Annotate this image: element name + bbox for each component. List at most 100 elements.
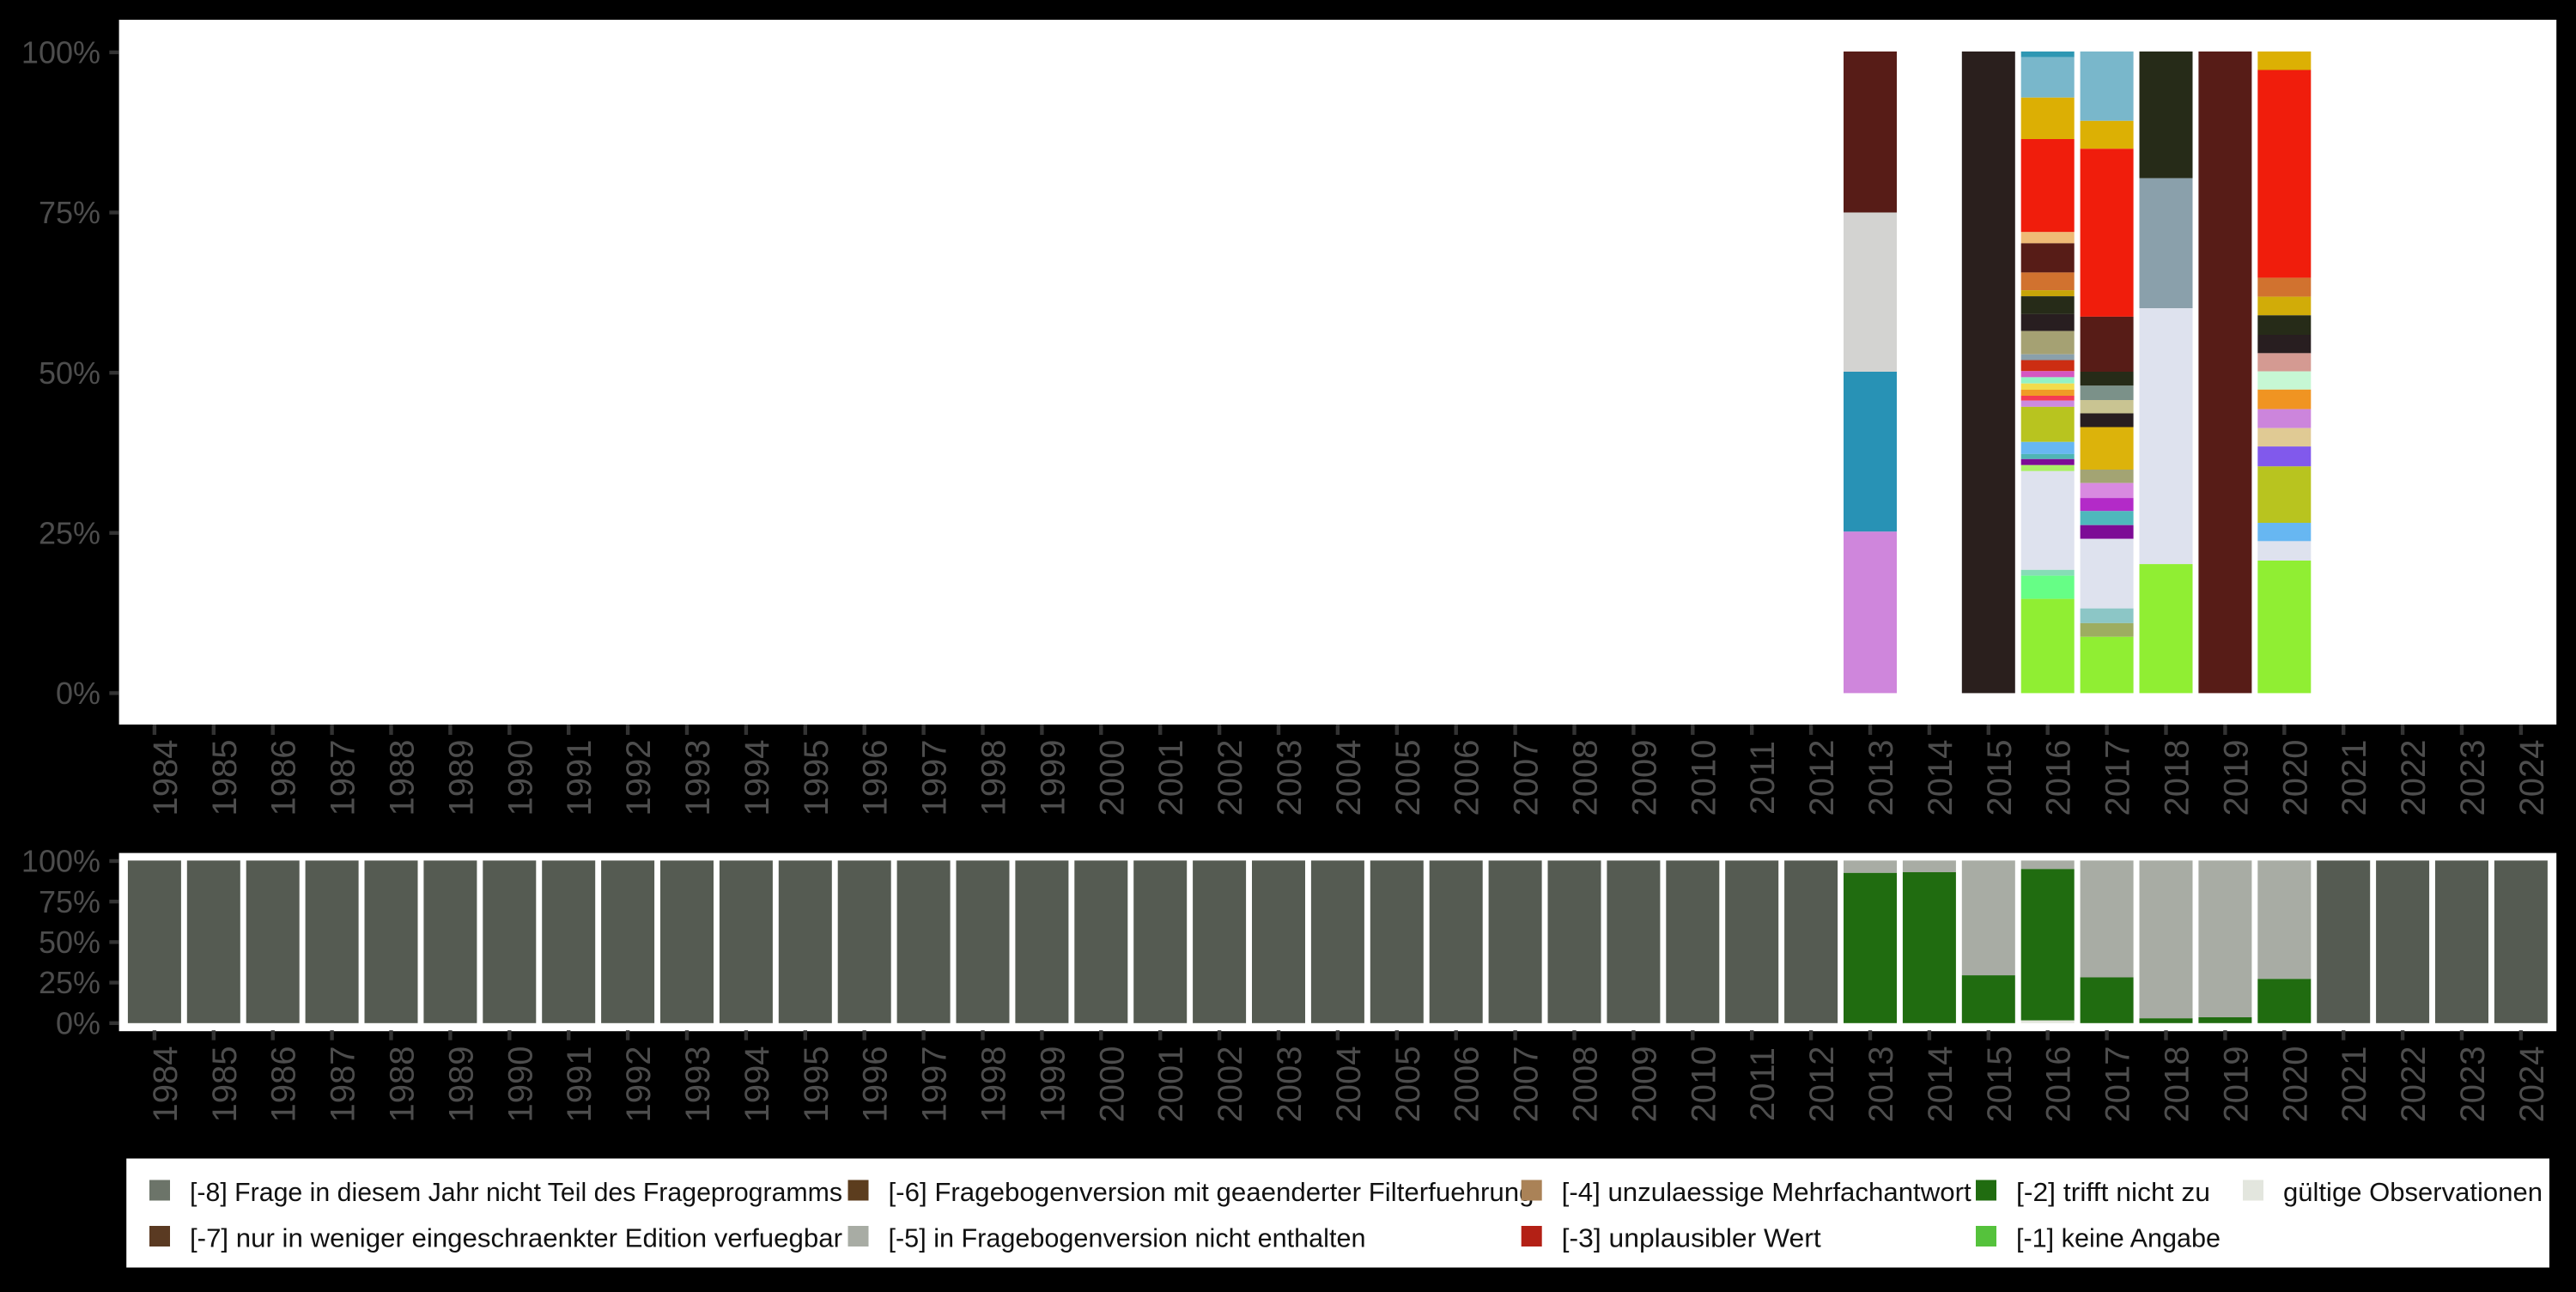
svg-text:1998: 1998	[975, 1046, 1013, 1123]
svg-text:1987: 1987	[325, 740, 362, 816]
svg-text:2000: 2000	[1093, 1046, 1131, 1123]
svg-text:2001: 2001	[1152, 740, 1190, 816]
svg-text:2022: 2022	[2395, 740, 2433, 816]
svg-text:1995: 1995	[798, 740, 835, 816]
svg-text:2024: 2024	[2513, 1046, 2551, 1123]
svg-text:2018: 2018	[2159, 740, 2196, 816]
svg-text:2020: 2020	[2276, 740, 2314, 816]
svg-text:1991: 1991	[561, 740, 598, 816]
svg-text:2007: 2007	[1508, 740, 1546, 816]
svg-text:1992: 1992	[620, 1046, 658, 1123]
svg-text:2007: 2007	[1508, 1046, 1546, 1123]
svg-text:1998: 1998	[975, 740, 1013, 816]
svg-text:1997: 1997	[916, 740, 954, 816]
svg-text:1988: 1988	[384, 1046, 422, 1123]
svg-text:2011: 2011	[1744, 741, 1782, 815]
svg-text:50%: 50%	[39, 925, 100, 960]
svg-text:2022: 2022	[2395, 1046, 2433, 1123]
svg-text:2005: 2005	[1389, 740, 1427, 816]
svg-text:1993: 1993	[679, 1046, 717, 1123]
svg-text:2010: 2010	[1685, 740, 1722, 816]
svg-text:75%: 75%	[39, 195, 100, 230]
svg-text:2010: 2010	[1685, 1046, 1722, 1123]
svg-text:2014: 2014	[1922, 1046, 1959, 1123]
svg-text:1996: 1996	[857, 740, 895, 816]
svg-text:2014: 2014	[1922, 740, 1959, 816]
svg-text:2009: 2009	[1625, 740, 1663, 816]
svg-text:[-2] trifft nicht zu: [-2] trifft nicht zu	[2016, 1177, 2210, 1207]
svg-text:2016: 2016	[2040, 740, 2078, 816]
svg-text:2016: 2016	[2040, 1046, 2078, 1123]
svg-text:[-4] unzulaessige Mehrfachantw: [-4] unzulaessige Mehrfachantwort	[1562, 1177, 1971, 1207]
svg-text:2008: 2008	[1567, 740, 1605, 816]
svg-text:[-1] keine Angabe: [-1] keine Angabe	[2016, 1223, 2221, 1253]
svg-text:2003: 2003	[1271, 1046, 1309, 1123]
svg-text:2004: 2004	[1330, 1046, 1368, 1123]
svg-text:1987: 1987	[325, 1046, 362, 1123]
svg-text:1985: 1985	[206, 740, 244, 816]
svg-text:1996: 1996	[857, 1046, 895, 1123]
svg-text:2003: 2003	[1271, 740, 1309, 816]
svg-text:75%: 75%	[39, 884, 100, 919]
svg-text:1999: 1999	[1034, 1046, 1072, 1123]
svg-text:2005: 2005	[1389, 1046, 1427, 1123]
svg-text:1984: 1984	[147, 1046, 185, 1123]
svg-text:2006: 2006	[1449, 1046, 1486, 1123]
svg-text:25%: 25%	[39, 965, 100, 1000]
svg-text:1984: 1984	[147, 740, 185, 816]
svg-text:2004: 2004	[1330, 740, 1368, 816]
svg-text:2009: 2009	[1625, 1046, 1663, 1123]
svg-text:1995: 1995	[798, 1046, 835, 1123]
svg-text:1993: 1993	[679, 740, 717, 816]
svg-text:1988: 1988	[384, 740, 422, 816]
svg-text:0%: 0%	[56, 676, 100, 711]
svg-text:2013: 2013	[1862, 1046, 1900, 1123]
svg-text:2024: 2024	[2513, 740, 2551, 816]
svg-text:50%: 50%	[39, 355, 100, 391]
svg-text:2011: 2011	[1744, 1047, 1782, 1121]
svg-text:2017: 2017	[2099, 740, 2137, 816]
svg-text:2017: 2017	[2099, 1046, 2137, 1123]
svg-text:2002: 2002	[1212, 740, 1249, 816]
svg-text:1997: 1997	[916, 1046, 954, 1123]
svg-text:1990: 1990	[501, 740, 539, 816]
svg-text:1986: 1986	[265, 740, 303, 816]
svg-text:2015: 2015	[1981, 740, 2019, 816]
svg-text:1985: 1985	[206, 1046, 244, 1123]
svg-text:1999: 1999	[1034, 740, 1072, 816]
svg-text:2015: 2015	[1981, 1046, 2019, 1123]
svg-text:2012: 2012	[1803, 1046, 1841, 1123]
svg-text:2008: 2008	[1567, 1046, 1605, 1123]
svg-text:2013: 2013	[1862, 740, 1900, 816]
svg-text:25%: 25%	[39, 515, 100, 550]
svg-text:2000: 2000	[1093, 740, 1131, 816]
svg-text:[-5] in Fragebogenversion nich: [-5] in Fragebogenversion nicht enthalte…	[889, 1223, 1366, 1253]
svg-text:2012: 2012	[1803, 740, 1841, 816]
svg-text:100%: 100%	[21, 844, 100, 879]
svg-text:2006: 2006	[1449, 740, 1486, 816]
svg-text:1994: 1994	[738, 1046, 776, 1123]
svg-text:[-7] nur in weniger eingeschra: [-7] nur in weniger eingeschraenkter Edi…	[190, 1223, 842, 1253]
svg-text:gültige Observationen: gültige Observationen	[2283, 1177, 2543, 1207]
svg-text:[-8] Frage in diesem Jahr nich: [-8] Frage in diesem Jahr nicht Teil des…	[190, 1177, 842, 1207]
svg-text:2001: 2001	[1152, 1046, 1190, 1123]
svg-text:2020: 2020	[2276, 1046, 2314, 1123]
svg-text:1990: 1990	[501, 1046, 539, 1123]
svg-text:1994: 1994	[738, 740, 776, 816]
svg-text:2019: 2019	[2217, 1046, 2255, 1123]
svg-text:[-6] Fragebogenversion mit gea: [-6] Fragebogenversion mit geaenderter F…	[889, 1177, 1534, 1207]
svg-text:1989: 1989	[442, 1046, 480, 1123]
svg-text:2023: 2023	[2454, 1046, 2492, 1123]
svg-text:1989: 1989	[442, 740, 480, 816]
svg-text:2021: 2021	[2336, 740, 2373, 816]
svg-text:1991: 1991	[561, 1046, 598, 1123]
svg-text:2023: 2023	[2454, 740, 2492, 816]
svg-text:2002: 2002	[1212, 1046, 1249, 1123]
svg-text:100%: 100%	[21, 35, 100, 70]
svg-text:1992: 1992	[620, 740, 658, 816]
svg-text:2019: 2019	[2217, 740, 2255, 816]
svg-text:2018: 2018	[2159, 1046, 2196, 1123]
svg-text:0%: 0%	[56, 1005, 100, 1040]
svg-text:2021: 2021	[2336, 1046, 2373, 1123]
svg-text:1986: 1986	[265, 1046, 303, 1123]
